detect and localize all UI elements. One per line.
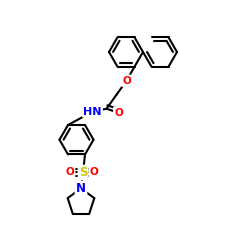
Text: O: O [122,76,131,86]
Text: S: S [79,166,87,179]
Text: O: O [90,168,98,177]
Text: N: N [76,182,86,195]
Text: O: O [114,108,123,118]
Text: N: N [76,182,86,195]
Text: HN: HN [83,107,102,117]
Text: O: O [66,168,74,177]
